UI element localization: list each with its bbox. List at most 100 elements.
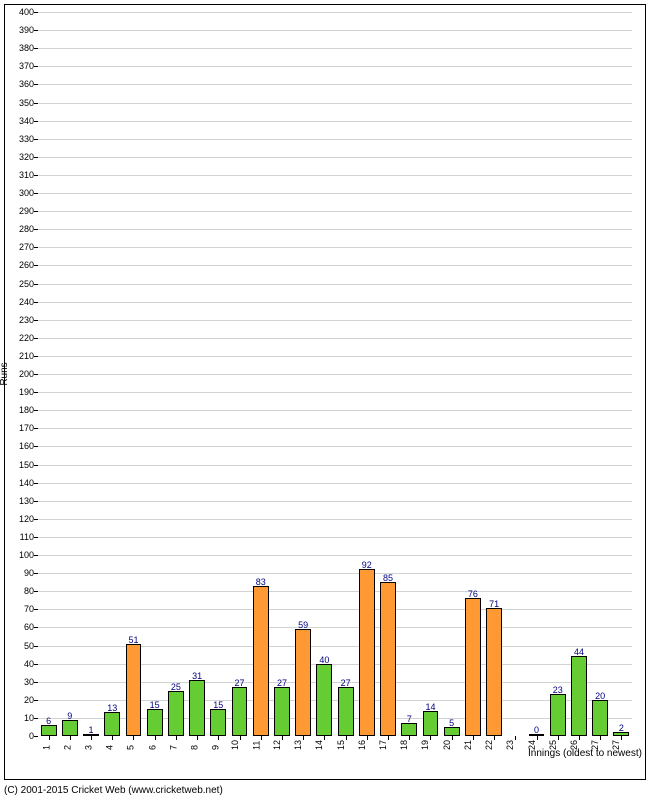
- bar-value-label: 2: [619, 723, 624, 733]
- gridline: [38, 139, 632, 140]
- x-tick-mark: [49, 736, 50, 740]
- x-tick-mark: [176, 736, 177, 740]
- bar-value-label: 13: [107, 703, 117, 713]
- bar: 25: [168, 691, 184, 736]
- bar-value-label: 40: [319, 655, 329, 665]
- x-tick-label: 21: [463, 740, 473, 750]
- bar: 15: [147, 709, 163, 736]
- gridline: [38, 175, 632, 176]
- bar-value-label: 85: [383, 573, 393, 583]
- y-tick-mark: [34, 446, 38, 447]
- bar-value-label: 5: [449, 718, 454, 728]
- x-tick-mark: [388, 736, 389, 740]
- bar: 27: [338, 687, 354, 736]
- gridline: [38, 519, 632, 520]
- x-tick-mark: [70, 736, 71, 740]
- x-axis-label: Innings (oldest to newest): [528, 748, 642, 759]
- x-tick-label: 7: [168, 745, 178, 750]
- bar: 85: [380, 582, 396, 736]
- bar: 14: [423, 711, 439, 736]
- bar: 44: [571, 656, 587, 736]
- y-tick-mark: [34, 646, 38, 647]
- gridline: [38, 211, 632, 212]
- x-tick-label: 15: [336, 740, 346, 750]
- y-tick-mark: [34, 591, 38, 592]
- y-tick-mark: [34, 247, 38, 248]
- bar: 1: [83, 734, 99, 736]
- y-tick-mark: [34, 211, 38, 212]
- x-tick-label: 8: [190, 745, 200, 750]
- bar: 5: [444, 727, 460, 736]
- bar: 31: [189, 680, 205, 736]
- bar: 92: [359, 569, 375, 736]
- bar-value-label: 27: [235, 678, 245, 688]
- x-tick-label: 10: [230, 740, 240, 750]
- footer-copyright: (C) 2001-2015 Cricket Web (www.cricketwe…: [4, 785, 223, 796]
- y-tick-mark: [34, 519, 38, 520]
- y-tick-mark: [34, 537, 38, 538]
- gridline: [38, 84, 632, 85]
- x-tick-label: 2: [62, 745, 72, 750]
- bar: 27: [232, 687, 248, 736]
- y-tick-mark: [34, 12, 38, 13]
- gridline: [38, 265, 632, 266]
- bar: 27: [274, 687, 290, 736]
- y-tick-mark: [34, 48, 38, 49]
- bar-value-label: 44: [574, 647, 584, 657]
- bar: 83: [253, 586, 269, 736]
- gridline: [38, 338, 632, 339]
- gridline: [38, 591, 632, 592]
- gridline: [38, 48, 632, 49]
- x-tick-mark: [112, 736, 113, 740]
- y-tick-mark: [34, 700, 38, 701]
- bar: 15: [210, 709, 226, 736]
- x-tick-mark: [600, 736, 601, 740]
- bar-value-label: 27: [277, 678, 287, 688]
- y-tick-mark: [34, 664, 38, 665]
- x-tick-label: 23: [505, 740, 515, 750]
- x-tick-label: 22: [484, 740, 494, 750]
- bar-value-label: 20: [595, 691, 605, 701]
- gridline: [38, 12, 632, 13]
- gridline: [38, 428, 632, 429]
- bar-value-label: 27: [341, 678, 351, 688]
- x-tick-mark: [494, 736, 495, 740]
- bar-value-label: 14: [425, 702, 435, 712]
- x-tick-mark: [197, 736, 198, 740]
- gridline: [38, 247, 632, 248]
- bar-value-label: 7: [407, 714, 412, 724]
- x-tick-label: 17: [378, 740, 388, 750]
- x-tick-label: 6: [147, 745, 157, 750]
- y-tick-mark: [34, 66, 38, 67]
- gridline: [38, 30, 632, 31]
- gridline: [38, 157, 632, 158]
- bar: 6: [41, 725, 57, 736]
- x-tick-mark: [282, 736, 283, 740]
- x-tick-mark: [621, 736, 622, 740]
- x-tick-label: 16: [357, 740, 367, 750]
- y-tick-mark: [34, 555, 38, 556]
- gridline: [38, 193, 632, 194]
- y-tick-mark: [34, 573, 38, 574]
- y-tick-mark: [34, 356, 38, 357]
- x-tick-label: 3: [84, 745, 94, 750]
- x-tick-mark: [91, 736, 92, 740]
- x-tick-mark: [324, 736, 325, 740]
- x-tick-label: 14: [314, 740, 324, 750]
- bar-value-label: 31: [192, 671, 202, 681]
- x-tick-mark: [218, 736, 219, 740]
- bar-value-label: 25: [171, 682, 181, 692]
- bar-value-label: 51: [128, 635, 138, 645]
- bar: 20: [592, 700, 608, 736]
- x-tick-mark: [155, 736, 156, 740]
- gridline: [38, 374, 632, 375]
- x-tick-label: 11: [251, 741, 261, 750]
- gridline: [38, 302, 632, 303]
- gridline: [38, 483, 632, 484]
- y-tick-mark: [34, 175, 38, 176]
- bar: 59: [295, 629, 311, 736]
- gridline: [38, 66, 632, 67]
- y-tick-mark: [34, 139, 38, 140]
- gridline: [38, 627, 632, 628]
- x-tick-mark: [303, 736, 304, 740]
